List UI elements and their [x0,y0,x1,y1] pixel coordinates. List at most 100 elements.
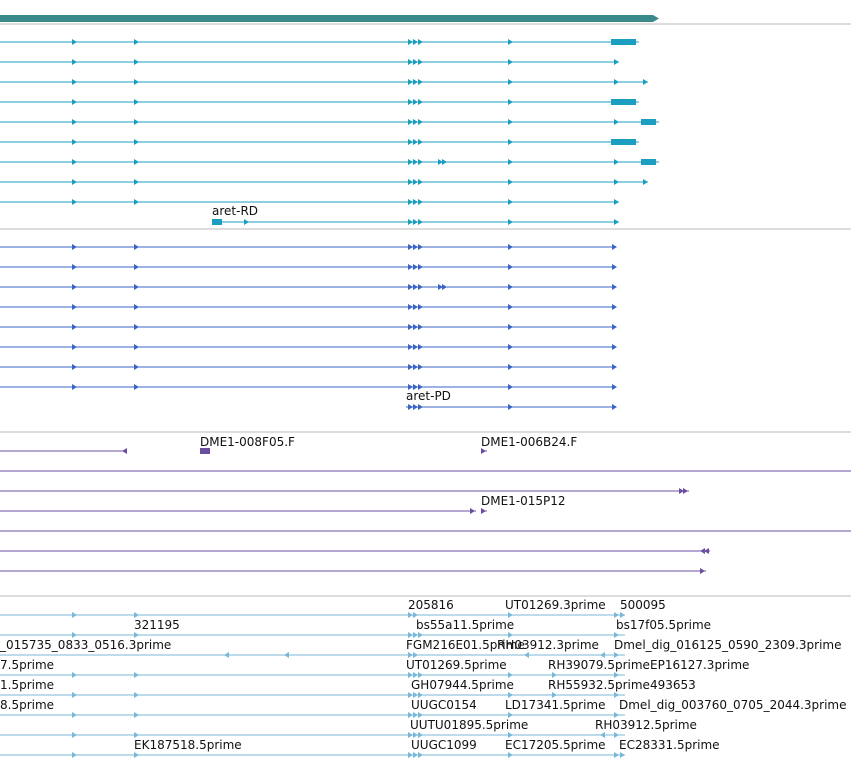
mrna-exon-arrow [408,99,413,105]
cdna-row[interactable] [0,652,625,658]
est-arrow [122,448,127,454]
mrna-exon-arrow [418,139,423,145]
cdna-arrow [284,652,289,658]
protein-exon-arrow [612,264,617,270]
protein-exon-arrow [408,324,413,330]
mrna-row[interactable]: aret-RD [212,204,619,225]
mrna-exon-arrow [408,39,413,45]
protein-exon-arrow [418,384,423,390]
protein-row[interactable] [0,244,617,250]
cdna-row[interactable] [0,692,625,698]
mrna-exon-arrow [418,159,423,165]
mrna-exon-arrow [614,99,619,105]
est-feature[interactable] [0,568,706,574]
cdna-row[interactable] [0,752,625,758]
cdna-arrow [72,692,77,698]
mrna-exon-arrow [418,199,423,205]
protein-row[interactable] [0,324,617,330]
mrna-row[interactable] [0,179,648,185]
mrna-row[interactable] [0,139,639,145]
mrna-exon-arrow [72,159,77,165]
cdna-arrow [552,672,557,678]
protein-exon-arrow [418,404,423,410]
mrna-exon-arrow [413,119,418,125]
cdna-arrow [408,632,413,638]
protein-exon-arrow [72,264,77,270]
cdna-arrow [413,732,418,738]
mrna-exon-arrow [413,39,418,45]
mrna-exon-arrow [508,59,513,65]
mrna-exon-arrow [134,99,139,105]
cdna-row[interactable] [0,732,625,738]
mrna-exon-arrow [438,159,443,165]
mrna-exon-arrow [408,219,413,225]
protein-exon-arrow [413,324,418,330]
cdna-label: 500095 [620,598,666,612]
mrna-row[interactable] [0,159,659,165]
est-feature[interactable] [0,488,689,494]
mrna-exon-arrow [72,59,77,65]
protein-exon-arrow [72,384,77,390]
protein-exon-arrow [408,284,413,290]
protein-row[interactable] [0,364,617,370]
mrna-exon-block [641,159,656,165]
mrna-exon-arrow [413,219,418,225]
cdna-arrow [508,612,513,618]
est-feature[interactable] [0,448,127,454]
protein-row[interactable] [0,284,617,290]
mrna-row[interactable] [0,119,659,125]
gene-track [0,15,659,22]
mrna-exon-arrow [614,159,619,165]
cdna-arrow [134,752,139,758]
cdna-label: RH03912.5prime [595,718,697,732]
mrna-row[interactable] [0,79,648,85]
protein-label: aret-PD [406,389,451,403]
protein-exon-arrow [612,284,617,290]
mrna-track: aret-RD [0,39,659,225]
est-feature[interactable] [200,448,210,454]
cdna-label: LD17341.5prime [505,698,606,712]
protein-row[interactable] [0,344,617,350]
cdna-row[interactable] [0,672,625,678]
est-feature[interactable] [481,448,487,454]
mrna-exon-arrow [643,179,648,185]
protein-exon-arrow [418,344,423,350]
mrna-exon-arrow [413,79,418,85]
cdna-arrow [408,652,413,658]
protein-row[interactable] [0,304,617,310]
protein-exon-arrow [508,324,513,330]
protein-exon-arrow [408,364,413,370]
protein-row[interactable] [0,264,617,270]
cdna-arrow [620,612,625,618]
gene-feature[interactable] [0,15,659,22]
cdna-row[interactable] [0,712,625,718]
protein-exon-arrow [418,304,423,310]
cdna-row[interactable] [0,612,625,618]
est-feature[interactable] [481,508,487,514]
est-feature[interactable] [0,508,476,514]
protein-exon-arrow [442,284,447,290]
protein-exon-arrow [408,344,413,350]
protein-row[interactable]: aret-PD [406,389,617,410]
mrna-exon-arrow [413,139,418,145]
protein-row[interactable] [0,384,617,390]
mrna-exon-arrow [72,99,77,105]
mrna-exon-arrow [408,199,413,205]
cdna-arrow [508,712,513,718]
mrna-exon-arrow [614,119,619,125]
mrna-exon-arrow [413,199,418,205]
cdna-arrow [413,692,418,698]
cdna-arrow [134,672,139,678]
protein-exon-arrow [413,344,418,350]
mrna-exon-arrow [408,179,413,185]
cdna-arrow [508,692,513,698]
mrna-row[interactable] [0,39,639,45]
cdna-arrow [72,732,77,738]
mrna-row[interactable] [0,199,619,205]
gene-strand-arrow [653,15,659,22]
cdna-row[interactable] [0,632,625,638]
est-feature[interactable] [0,548,710,554]
mrna-row[interactable] [0,99,639,105]
mrna-row[interactable] [0,59,619,65]
protein-exon-arrow [418,364,423,370]
